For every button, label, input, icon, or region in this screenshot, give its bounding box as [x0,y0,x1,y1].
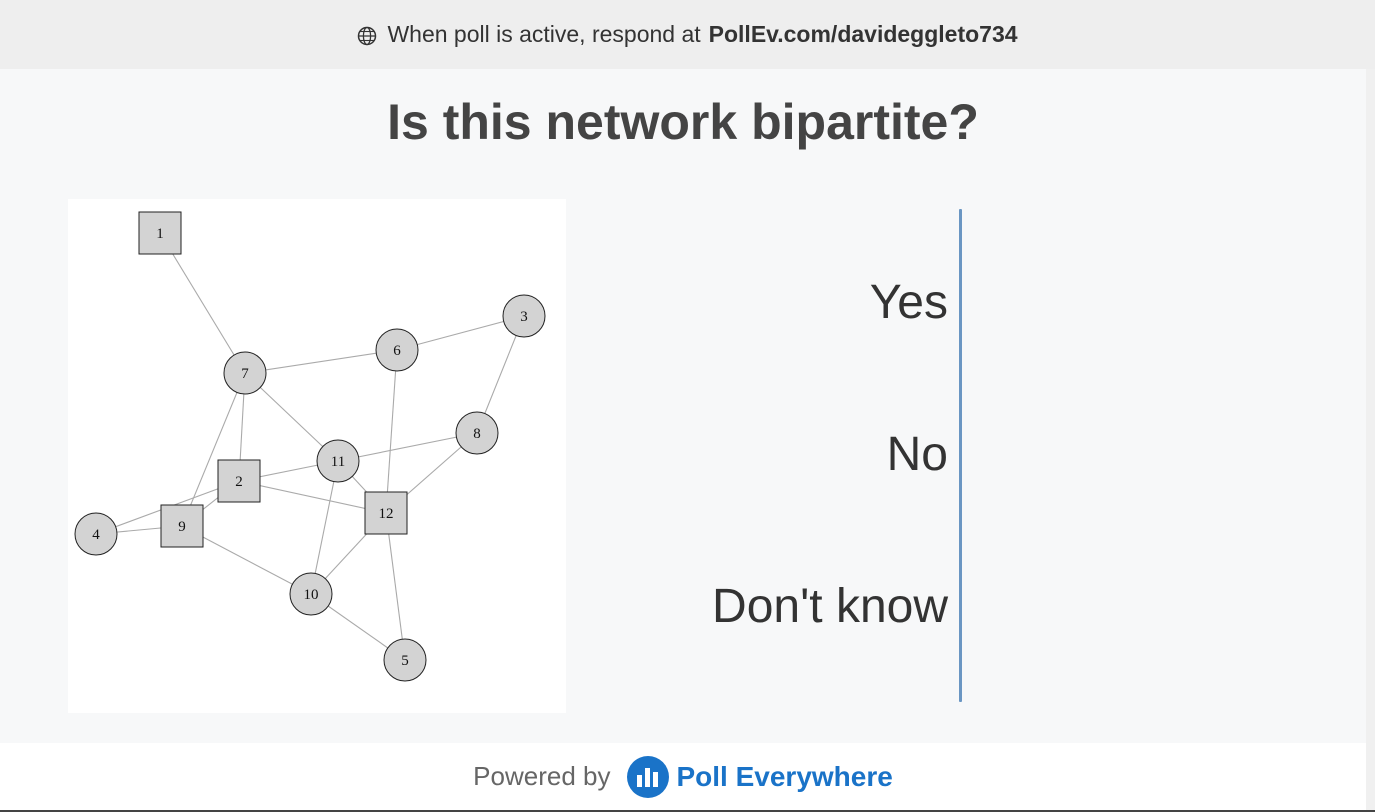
graph-node-label: 9 [178,519,186,535]
graph-node-8 [455,411,499,455]
brand-name[interactable]: Poll Everywhere [676,760,893,792]
graph-node-label: 11 [331,454,345,470]
results-axis-line [959,209,962,702]
graph-node-label: 1 [156,226,164,242]
respond-instruction: When poll is active, respond at [387,21,701,47]
graph-node-label: 10 [304,587,319,603]
graph-node-2 [217,459,261,503]
graph-edge [181,372,246,527]
graph-node-label: 12 [379,506,394,522]
graph-node-9 [160,504,204,548]
graph-edge [310,460,339,595]
graph-node-label: 7 [241,366,249,382]
option-dont-know: Don't know [712,580,948,633]
poll-everywhere-logo-icon [627,755,670,798]
graph-node-label: 3 [520,309,528,325]
window-edge [1366,69,1375,810]
graph-node-3 [502,294,546,338]
graph-node-6 [375,328,419,372]
poll-url-link[interactable]: PollEv.com/davideggleto734 [708,21,1018,47]
graph-node-label: 2 [235,474,243,490]
graph-node-label: 4 [92,527,100,543]
bottom-border [0,810,1375,812]
graph-edge [385,512,406,661]
graph-node-1 [138,211,182,255]
graph-node-11 [316,439,360,483]
graph-node-label: 5 [401,653,409,669]
globe-icon [358,26,377,45]
graph-node-4 [74,512,118,556]
graph-node-label: 8 [473,426,481,442]
poll-slide: Is this network bipartite? 1 2 3 4 5 6 7 8 9 10 11… [0,69,1366,743]
graph-edge [385,349,398,514]
graph-node-5 [383,638,427,682]
graph-edge [244,349,398,374]
option-yes: Yes [869,276,948,329]
graph-node-7 [223,351,267,395]
graph-edge [396,315,525,351]
graph-node-10 [289,572,333,616]
top-banner: When poll is active, respond at PollEv.c… [0,0,1375,70]
graph-node-label: 6 [393,343,401,359]
network-graph-image: 1 2 3 4 5 6 7 8 9 10 11 12 [68,199,566,713]
powered-by-label: Powered by [473,761,611,791]
response-options: Yes No Don't know [600,199,960,709]
footer: Powered by Poll Everywhere [0,743,1366,810]
question-title: Is this network bipartite? [387,94,979,150]
graph-edge [337,432,478,462]
graph-edge [238,480,387,514]
graph-node-12 [364,491,408,535]
option-no: No [886,428,948,481]
graph-edge [159,232,246,374]
